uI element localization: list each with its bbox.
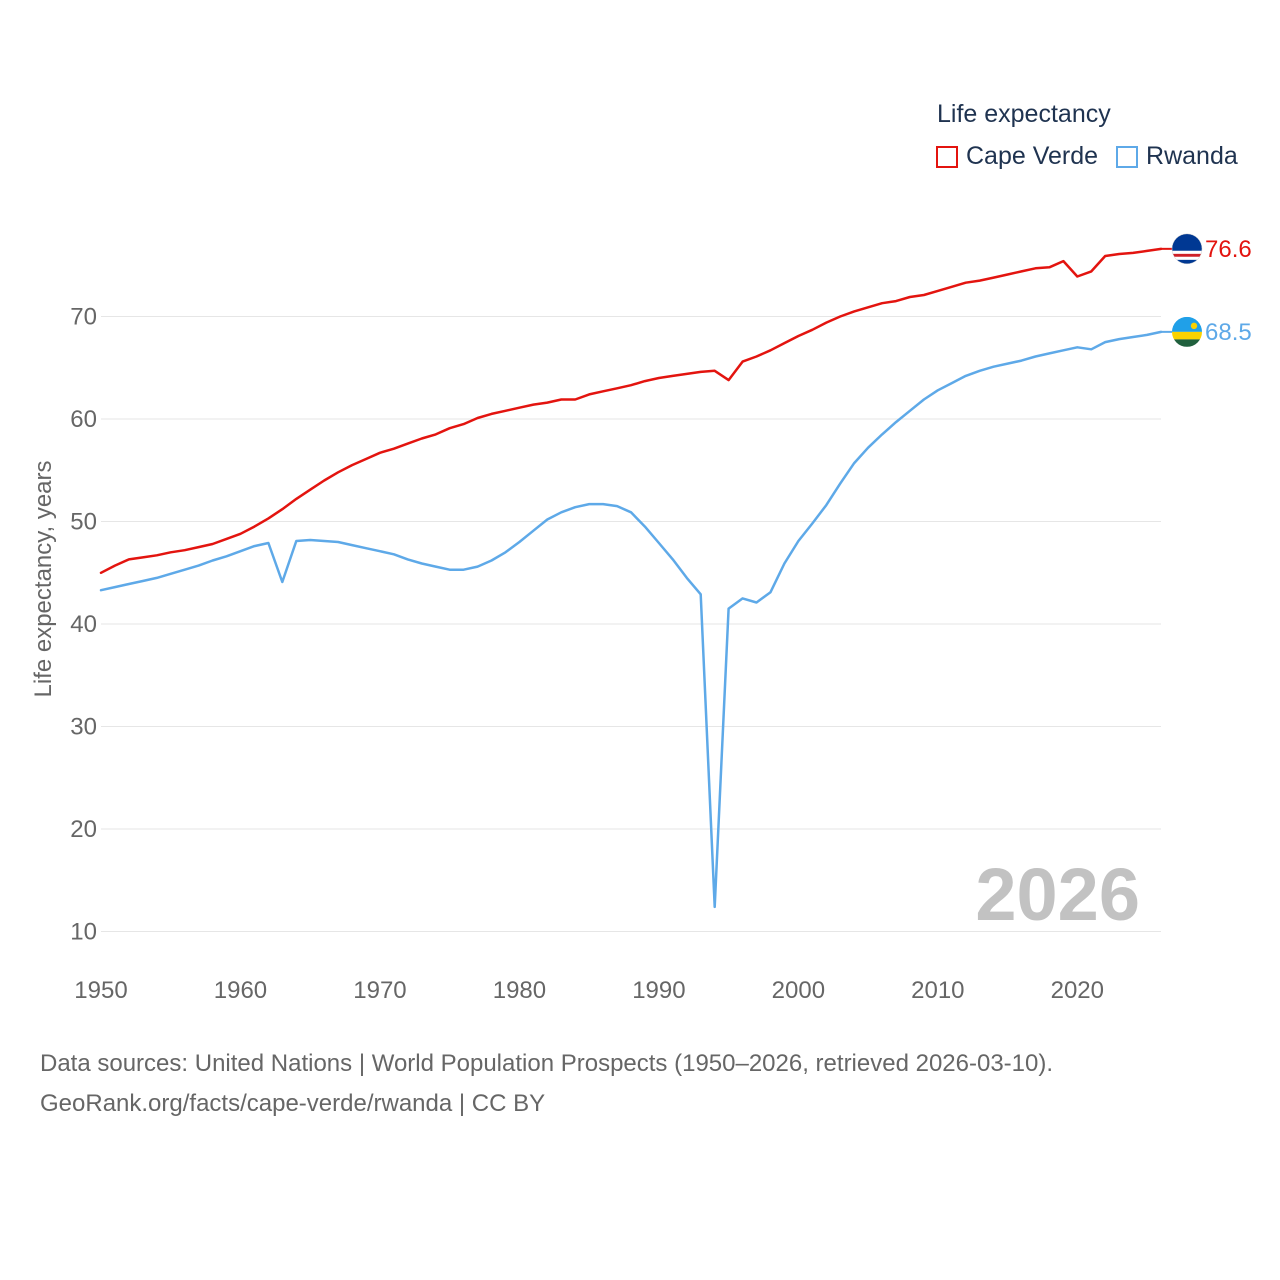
x-tick-label-1950: 1950 <box>74 977 127 1004</box>
x-tick-label-2010: 2010 <box>911 977 964 1004</box>
y-tick-label-20: 20 <box>70 816 97 843</box>
legend-label-rwanda: Rwanda <box>1146 142 1238 170</box>
x-tick-label-2000: 2000 <box>772 977 825 1004</box>
series-line-cape-verde <box>99 247 1163 575</box>
y-axis-label: Life expectancy, years <box>30 460 57 697</box>
end-value-label-rwanda: 68.5 <box>1205 319 1252 346</box>
current-year-label: 2026 <box>975 853 1140 936</box>
legend-label-cape-verde: Cape Verde <box>966 142 1099 170</box>
legend-swatch-cape-verde <box>936 145 958 168</box>
legend-item-cape-verde[interactable]: Cape Verde <box>936 142 1098 171</box>
y-tick-label-70: 70 <box>70 304 97 331</box>
y-tick-label-60: 60 <box>70 406 97 433</box>
sources-line-2: GeoRank.org/facts/cape-verde/rwanda | CC… <box>40 1090 546 1117</box>
y-tick-label-10: 10 <box>70 919 97 946</box>
x-tick-label-2020: 2020 <box>1051 977 1104 1004</box>
legend: Cape Verde Rwanda <box>936 142 1256 171</box>
x-tick-label-1980: 1980 <box>493 977 546 1004</box>
end-value-label-cape-verde: 76.6 <box>1205 236 1252 263</box>
x-tick-label-1990: 1990 <box>632 977 685 1004</box>
legend-title: Life expectancy <box>937 100 1111 128</box>
series-line-rwanda <box>99 330 1163 909</box>
sources-line-1: Data sources: United Nations | World Pop… <box>40 1050 1054 1077</box>
data-sources: Data sources: United Nations | World Pop… <box>40 1044 1053 1124</box>
legend-item-rwanda[interactable]: Rwanda <box>1116 142 1238 171</box>
rwanda-flag-icon <box>1172 316 1202 347</box>
y-tick-label-50: 50 <box>70 509 97 536</box>
cape-verde-flag-icon <box>1171 233 1203 265</box>
legend-swatch-rwanda <box>1116 145 1139 168</box>
x-tick-label-1960: 1960 <box>214 977 267 1004</box>
y-tick-label-40: 40 <box>70 611 97 638</box>
x-tick-label-1970: 1970 <box>353 977 406 1004</box>
y-tick-label-30: 30 <box>70 714 97 741</box>
